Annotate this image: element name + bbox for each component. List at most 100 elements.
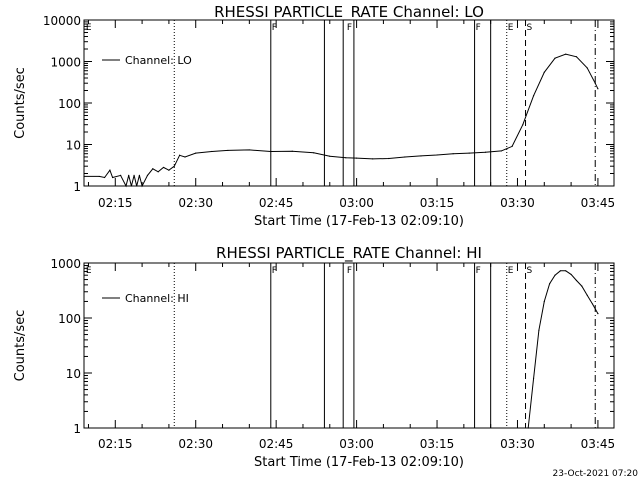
data-point [554, 57, 556, 59]
data-point [597, 313, 599, 315]
data-point [452, 153, 454, 155]
y-tick-label: 1000 [50, 56, 81, 70]
data-point [554, 274, 556, 276]
data-point [581, 285, 583, 287]
series-line [527, 270, 599, 429]
data-point [329, 155, 331, 157]
flag-label: F [476, 266, 481, 276]
flag-label: F [476, 23, 481, 33]
plot-frame [83, 19, 615, 187]
x-tick-label: 03:00 [339, 437, 374, 451]
data-point [511, 145, 513, 147]
data-point [570, 273, 572, 276]
data-point [388, 157, 390, 160]
data-point [484, 151, 486, 153]
data-point [591, 303, 594, 305]
data-point [532, 95, 535, 97]
data-point [420, 155, 422, 157]
flag-label: E [86, 23, 92, 33]
data-point [313, 152, 315, 154]
data-point [532, 377, 535, 379]
flag-label: F [347, 266, 352, 276]
chart-title: RHESSI PARTICLE_RATE Channel: LO [214, 3, 484, 22]
data-point [120, 174, 122, 177]
flag-label: F [272, 266, 277, 276]
data-point [157, 171, 159, 173]
y-tick-label: 10 [66, 139, 81, 153]
data-point [109, 169, 111, 171]
legend-label: Channel: HI [125, 292, 189, 305]
y-axis-label: Counts/sec [13, 67, 28, 139]
data-point [125, 185, 127, 187]
data-point [559, 270, 561, 272]
y-tick-label: 1000 [50, 257, 81, 271]
data-point [404, 156, 406, 158]
x-axis-label: Start Time (17-Feb-13 02:09:10) [254, 455, 464, 470]
data-point [549, 283, 551, 285]
y-tick-label: 10000 [43, 14, 81, 28]
data-point [543, 71, 545, 73]
data-point [248, 149, 250, 151]
y-tick-label: 100 [58, 312, 81, 326]
data-point [436, 154, 438, 156]
flag-label: S [527, 23, 533, 33]
x-tick-label: 03:15 [420, 196, 455, 210]
flag-label: E [508, 23, 514, 33]
x-tick-label: 03:00 [339, 196, 374, 210]
data-point [468, 152, 470, 154]
data-point [128, 174, 130, 177]
x-tick-label: 02:15 [98, 437, 133, 451]
data-point [522, 124, 524, 126]
data-point [136, 185, 138, 187]
x-tick-label: 02:45 [259, 437, 294, 451]
x-tick-label: 03:45 [581, 437, 616, 451]
chart-panel-hi: RHESSI PARTICLE_RATE Channel: HI 1 10 100 10… [13, 244, 615, 470]
data-point [543, 300, 545, 303]
y-tick-label: 1 [73, 180, 81, 194]
data-point [179, 154, 181, 156]
data-point [195, 152, 197, 154]
data-point [291, 150, 293, 152]
data-point [500, 150, 502, 152]
y-axis-label: Counts/sec [13, 310, 28, 382]
data-point [173, 165, 175, 167]
x-axis-label: Start Time (17-Feb-13 02:09:10) [254, 214, 464, 229]
data-point [538, 329, 540, 331]
data-point [168, 169, 170, 171]
flag-label: E [508, 266, 514, 276]
y-tick-label: 100 [58, 97, 81, 111]
x-tick-label: 03:30 [500, 437, 535, 451]
x-tick-label: 02:15 [98, 196, 133, 210]
data-point [586, 67, 588, 69]
y-tick-label: 10 [66, 367, 81, 381]
data-point [83, 175, 85, 178]
data-point [586, 294, 588, 296]
data-point [594, 82, 596, 84]
data-point [565, 53, 567, 55]
data-point [372, 158, 374, 160]
chart-title: RHESSI PARTICLE_RATE Channel: HI [216, 244, 482, 263]
data-point [133, 174, 135, 177]
data-point [575, 279, 578, 282]
data-point [152, 168, 154, 170]
data-point [270, 150, 272, 153]
data-point [355, 157, 358, 159]
plot-frame [83, 262, 615, 429]
data-point [575, 56, 578, 58]
data-point [130, 185, 132, 187]
data-point [162, 166, 165, 169]
data-point [211, 150, 213, 153]
flag-label: S [527, 266, 533, 276]
legend-label: Channel: LO [125, 54, 192, 67]
x-tick-label: 03:45 [581, 196, 616, 210]
data-point [345, 157, 347, 159]
data-point [146, 174, 149, 177]
data-point [597, 88, 599, 90]
y-tick-label: 1 [73, 422, 81, 436]
data-point [98, 175, 100, 178]
data-point [112, 176, 114, 179]
data-point [527, 427, 529, 429]
chart-panel-lo: RHESSI PARTICLE_RATE Channel: LO 1 10 100 10… [13, 3, 615, 229]
